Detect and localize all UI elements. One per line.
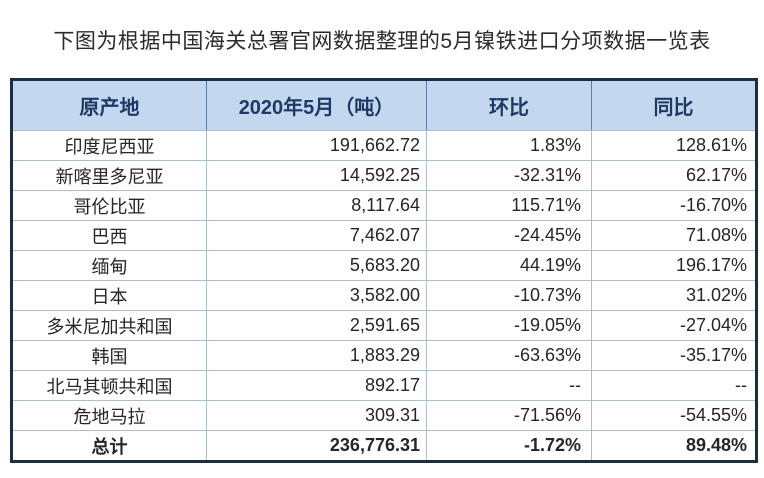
cell-yoy-value: 128.61% [591,130,757,161]
cell-yoy-value: -- [591,370,757,401]
cell-mom-value: 115.71% [426,190,592,221]
cell-mom-value: 1.83% [426,130,592,161]
cell-mom-value: -1.72% [426,430,592,462]
table-row: 缅甸 5,683.20 44.19% 196.17% [11,250,757,281]
cell-tons-value: 236,776.31 [206,430,427,462]
cell-tons-value: 309.31 [206,400,427,431]
cell-origin: 巴西 [11,220,207,251]
cell-tons-value: 892.17 [206,370,427,401]
cell-yoy-value: 62.17% [591,160,757,191]
table-row: 北马其顿共和国 892.17 -- -- [11,370,757,401]
table-row: 日本 3,582.00 -10.73% 31.02% [11,280,757,311]
cell-origin: 新喀里多尼亚 [11,160,207,191]
cell-yoy-value: -54.55% [591,400,757,431]
cell-tons-value: 3,582.00 [206,280,427,311]
cell-origin: 印度尼西亚 [11,130,207,161]
page-title: 下图为根据中国海关总署官网数据整理的5月镍铁进口分项数据一览表 [53,30,711,53]
cell-tons-value: 191,662.72 [206,130,427,161]
cell-tons-value: 5,683.20 [206,250,427,281]
nickel-import-table: 原产地 2020年5月（吨） 环比 同比 印度尼西亚 191,662.72 1.83… [10,78,758,463]
cell-mom-value: -24.45% [426,220,592,251]
header-origin: 原产地 [11,79,207,131]
cell-yoy-value: -35.17% [591,340,757,371]
cell-mom-value: -71.56% [426,400,592,431]
cell-yoy-value: 196.17% [591,250,757,281]
cell-mom-value: -32.31% [426,160,592,191]
cell-origin: 总计 [11,430,207,462]
cell-yoy-value: 71.08% [591,220,757,251]
cell-mom-value: -10.73% [426,280,592,311]
cell-tons-value: 8,117.64 [206,190,427,221]
table-row: 新喀里多尼亚 14,592.25 -32.31% 62.17% [11,160,757,191]
header-yoy-change: 同比 [591,79,757,131]
table-row: 印度尼西亚 191,662.72 1.83% 128.61% [11,130,757,161]
cell-origin: 哥伦比亚 [11,190,207,221]
table-row-total: 总计 236,776.31 -1.72% 89.48% [11,430,757,462]
table-body: 印度尼西亚 191,662.72 1.83% 128.61% 新喀里多尼亚 14,592.… [11,130,757,462]
cell-origin: 北马其顿共和国 [11,370,207,401]
cell-yoy-value: 89.48% [591,430,757,462]
cell-origin: 韩国 [11,340,207,371]
table-row: 韩国 1,883.29 -63.63% -35.17% [11,340,757,371]
table-row: 危地马拉 309.31 -71.56% -54.55% [11,400,757,431]
header-row: 原产地 2020年5月（吨） 环比 同比 [11,79,757,131]
cell-tons-value: 7,462.07 [206,220,427,251]
cell-origin: 多米尼加共和国 [11,310,207,341]
cell-mom-value: -63.63% [426,340,592,371]
cell-origin: 缅甸 [11,250,207,281]
cell-tons-value: 1,883.29 [206,340,427,371]
header-may-2020-tons: 2020年5月（吨） [206,79,427,131]
cell-yoy-value: 31.02% [591,280,757,311]
table-header: 原产地 2020年5月（吨） 环比 同比 [11,79,757,131]
header-mom-change: 环比 [426,79,592,131]
cell-origin: 日本 [11,280,207,311]
cell-yoy-value: -16.70% [591,190,757,221]
cell-mom-value: -19.05% [426,310,592,341]
table-row: 哥伦比亚 8,117.64 115.71% -16.70% [11,190,757,221]
cell-tons-value: 14,592.25 [206,160,427,191]
table-row: 多米尼加共和国 2,591.65 -19.05% -27.04% [11,310,757,341]
cell-tons-value: 2,591.65 [206,310,427,341]
cell-origin: 危地马拉 [11,400,207,431]
cell-yoy-value: -27.04% [591,310,757,341]
cell-mom-value: -- [426,370,592,401]
cell-mom-value: 44.19% [426,250,592,281]
table-row: 巴西 7,462.07 -24.45% 71.08% [11,220,757,251]
